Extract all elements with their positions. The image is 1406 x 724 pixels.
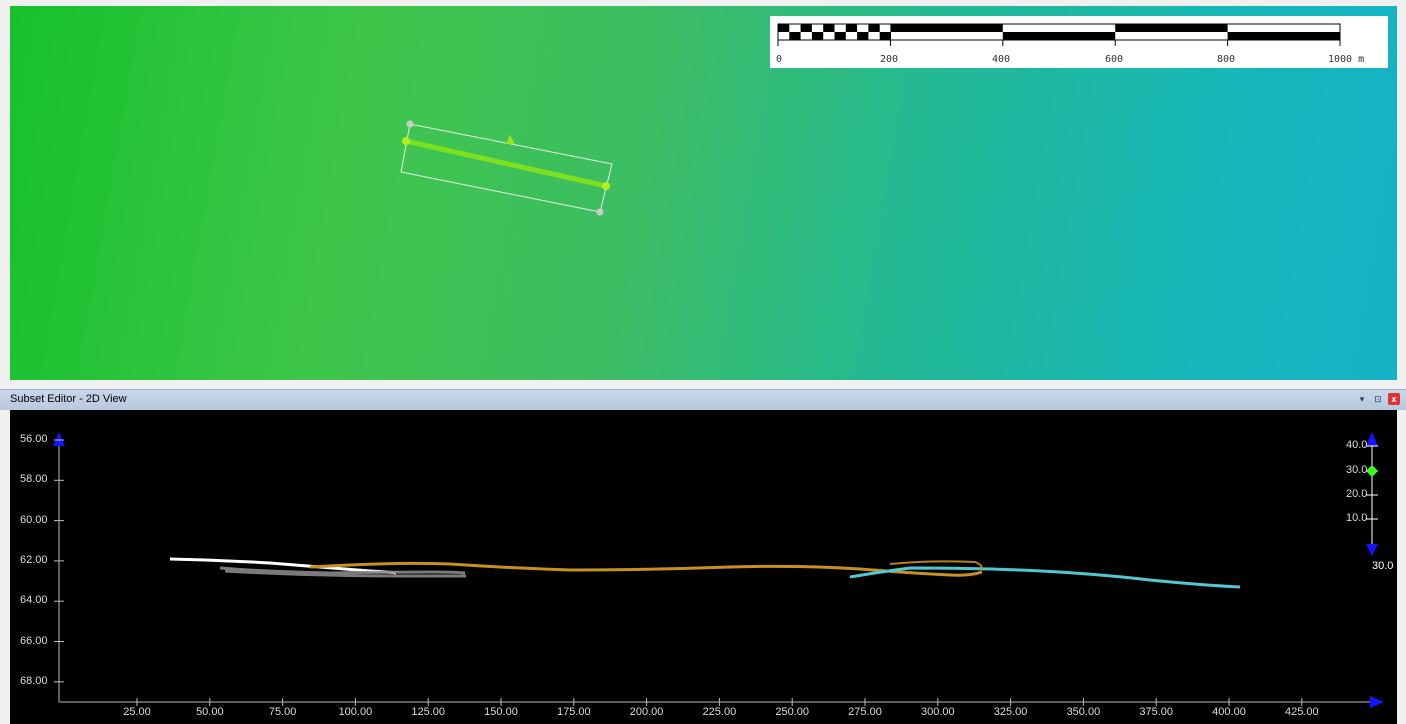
box-corner-handle-top[interactable] (406, 120, 414, 128)
profile-line[interactable] (405, 138, 607, 189)
scale-label: 0 (776, 54, 783, 65)
scale-checker-fine (778, 24, 891, 40)
right-scale-slider-handle[interactable] (1366, 465, 1378, 477)
right-scale-down-icon[interactable] (1366, 544, 1378, 556)
x-axis-label: 275.00 (848, 706, 882, 718)
right-scale-label: 40.0 (1346, 439, 1368, 451)
box-corner-handle-bottom[interactable] (596, 208, 604, 216)
y-axis-label: 60.00 (20, 513, 48, 526)
y-axis-label: 64.00 (20, 594, 48, 607)
x-axis-label: 325.00 (993, 706, 1028, 718)
scale-label: 800 (1217, 54, 1236, 65)
x-axis-label: 375.00 (1139, 706, 1174, 718)
y-axis-label: 56.00 (20, 433, 48, 445)
right-scale-value: 30.0 (1372, 560, 1394, 572)
dropdown-icon[interactable]: ▾ (1359, 394, 1365, 404)
x-axis-label: 300.00 (920, 706, 955, 718)
scale-label: 600 (1105, 54, 1124, 65)
y-axis-label: 66.00 (20, 634, 48, 647)
profile-2d-view[interactable]: 40.0 30.0 20.0 10.0 30.0 56.00 58.00 60.00… (10, 410, 1397, 724)
y-axis-label: 62.00 (20, 553, 48, 566)
x-axis-label: 25.00 (123, 706, 151, 718)
subset-editor-title: Subset Editor - 2D View (10, 393, 127, 405)
profile-start-handle[interactable] (402, 137, 410, 145)
left-border (0, 0, 10, 724)
subset-selection-box[interactable] (400, 123, 613, 213)
right-scale-label: 10.0 (1346, 512, 1368, 524)
x-axis-label: 75.00 (268, 706, 297, 718)
y-axis-label: 68.00 (20, 674, 48, 687)
window-controls: ▾ ⊡ x (1356, 393, 1400, 405)
scale-label: 400 (992, 54, 1011, 65)
close-icon[interactable]: x (1388, 393, 1400, 405)
y-axis-label: 58.00 (20, 473, 48, 486)
profile-canvas (53, 432, 1384, 708)
x-axis-label: 100.00 (338, 706, 373, 718)
point-cloud-cyan (849, 566, 1241, 589)
point-cloud-gray (219, 566, 466, 578)
right-scale-label: 20.0 (1346, 488, 1368, 500)
map-view[interactable]: 0 200 400 600 800 1000 m (10, 6, 1397, 380)
point-cloud-orange (309, 561, 983, 577)
profile-points (169, 557, 1241, 589)
x-axis-label: 50.00 (196, 706, 224, 718)
y-axis-arrow-icon[interactable] (53, 432, 65, 446)
scale-bar-graphic (777, 23, 1341, 46)
scale-bar: 0 200 400 600 800 1000 m (770, 16, 1388, 68)
scale-label: 200 (880, 54, 899, 65)
scale-label: 1000 m (1328, 54, 1365, 65)
map-overlay (400, 120, 613, 216)
x-axis-label: 250.00 (775, 706, 810, 718)
x-axis-label: 200.00 (629, 706, 664, 718)
x-axis-label: 125.00 (411, 706, 446, 718)
x-axis-label: 225.00 (702, 706, 737, 718)
x-axis-label: 150.00 (484, 706, 518, 718)
x-axis-label: 400.00 (1212, 706, 1246, 718)
x-axis-label: 175.00 (556, 706, 591, 718)
pin-icon[interactable]: ⊡ (1374, 394, 1382, 404)
right-scale-up-icon[interactable] (1366, 432, 1378, 446)
right-scale-label: 30.0 (1346, 464, 1368, 476)
x-axis-arrow-icon[interactable] (1370, 696, 1384, 708)
profile-end-handle[interactable] (602, 182, 610, 190)
point-cloud-orange-overlap (889, 560, 983, 571)
subset-editor-titlebar[interactable]: Subset Editor - 2D View ▾ ⊡ x (0, 389, 1406, 410)
direction-arrow-icon[interactable] (506, 135, 515, 144)
x-axis-label: 350.00 (1066, 706, 1101, 718)
x-axis-label: 425.00 (1284, 706, 1319, 718)
